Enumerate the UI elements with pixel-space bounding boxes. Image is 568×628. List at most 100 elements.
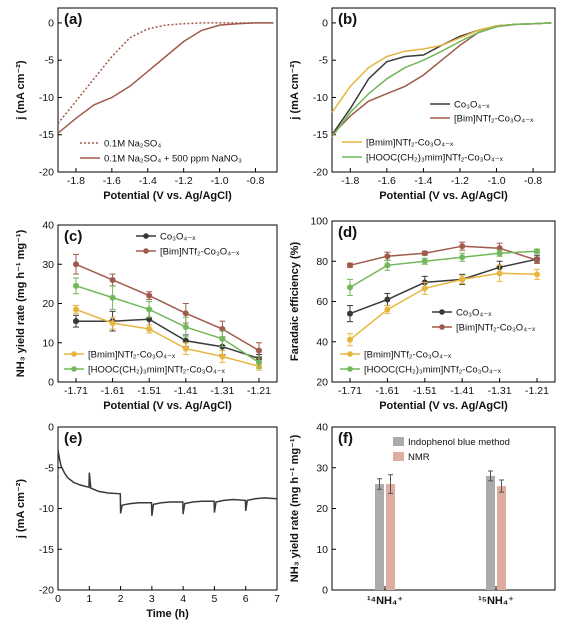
bar [497,486,506,590]
x-tick-label: 1 [86,593,92,605]
panel-label: (d) [338,224,357,241]
y-tick-label: -10 [313,92,328,104]
x-tick-label: -1.6 [378,175,396,187]
plot-frame [331,426,556,591]
x-tick-label: -1.4 [414,175,432,187]
y-tick-label: -20 [39,167,54,179]
y-tick-label: -5 [45,462,54,474]
y-tick-label: 0 [48,422,54,434]
x-tick-label: -1.4 [139,175,157,187]
x-axis-title: Potential (V vs. Ag/AgCl) [103,190,232,202]
x-tick-label: -1.61 [101,385,125,397]
x-tick-label: -1.41 [450,385,474,397]
data-point [219,335,226,342]
y-axis-title: Faradaic efficiency (%) [289,242,301,362]
data-point [73,261,79,268]
panel-label: (f) [338,430,353,447]
panel-label: (c) [64,228,82,245]
legend-label: [HOOC(CH₂)₃mim]NTf₂-Co₃O₄₋ₓ [364,365,502,376]
data-point [146,292,153,299]
data-point [219,353,226,360]
data-point [421,285,428,292]
bar [375,484,384,590]
legend-label: [HOOC(CH₂)₃mim]NTf₂-Co₃O₄₋ₓ [366,153,504,164]
data-point [459,243,466,250]
legend-label: [Bim]NTf₂-Co₃O₄₋ₓ [160,247,240,258]
data-point [109,320,116,327]
legend-label: Co₃O₄₋ₓ [160,232,196,243]
x-tick-label: -1.51 [137,385,161,397]
y-tick-label: 10 [42,337,54,349]
data-point [347,336,353,343]
panel-a: (a) -20 -15 -10 -5 0 -1.8 -1.6 -1.4 -1.2 -1.0 -0.8 P… [15,7,278,202]
legend-marker [439,324,445,330]
data-point [384,262,391,269]
data-point [496,250,503,257]
legend-marker [439,309,445,315]
series-line [57,449,278,516]
data-point [73,282,79,289]
legend-marker [71,351,77,357]
legend-label: [Bim]NTf₂-Co₃O₄₋ₓ [456,323,536,334]
panel-c: (c) 0 10 20 30 40 -1.71 -1.61 -1.51 -1.41 -1.31 -1.… [15,220,278,412]
x-tick-label: -1.2 [451,175,469,187]
legend-label: Co₃O₄₋ₓ [454,100,490,111]
y-tick-label: 30 [42,259,54,271]
data-point [256,347,262,354]
data-point [73,306,79,313]
y-tick-label: -15 [39,544,54,556]
y-tick-label: 0 [322,585,328,597]
bar [486,475,495,590]
x-tick-label: -1.8 [67,175,85,187]
series-line [75,308,260,368]
y-tick-label: -15 [313,129,328,141]
y-tick-label: 10 [316,544,328,556]
plot-frame [57,426,278,591]
x-tick-label: -0.8 [246,175,264,187]
legend-marker [347,351,353,357]
data-point [459,276,466,283]
data-point [421,250,428,257]
data-point [146,326,153,333]
legend-marker [347,366,353,372]
series-line [75,285,260,364]
y-tick-label: 20 [316,377,328,389]
x-tick-label: ¹⁴NH₄⁺ [367,595,403,607]
x-tick-label: 5 [212,593,218,605]
legend-label: [Bim]NTf₂-Co₃O₄₋ₓ [454,114,534,125]
x-tick-label: 7 [274,593,280,605]
data-point [347,284,353,291]
x-tick-label: -1.21 [247,385,271,397]
y-tick-label: 0 [322,17,328,29]
data-point [182,310,189,317]
y-tick-label: 100 [310,216,328,228]
series-line [331,22,552,138]
x-tick-label: -1.8 [341,175,359,187]
legend-label: [HOOC(CH₂)₃mim]NTf₂-Co₃O₄₋ₓ [88,365,226,376]
legend-label: [Bmim]NTf₂-Co₃O₄₋ₓ [364,350,452,361]
data-point [534,248,540,255]
legend-label: 0.1M Na₂SO₄ + 500 ppm NaNO₃ [104,154,242,165]
y-axis-title: j (mA cm⁻²) [15,479,27,540]
x-tick-label: -1.31 [210,385,234,397]
data-point [496,245,503,252]
y-axis-title: j (mA cm⁻²) [289,60,301,121]
y-tick-label: 60 [316,296,328,308]
panel-label: (a) [64,11,82,28]
data-point [182,324,189,331]
series-line [331,22,552,113]
x-tick-label: 0 [55,593,61,605]
legend-swatch [393,452,404,461]
data-point [73,318,79,325]
x-tick-label: 3 [149,593,155,605]
plot-frame [331,7,556,173]
bar [386,484,395,590]
y-tick-label: -10 [39,503,54,515]
data-point [459,254,466,261]
legend-marker [71,366,77,372]
y-tick-label: 20 [42,298,54,310]
legend-label: Indophenol blue method [408,437,510,448]
x-tick-label: -1.71 [64,385,88,397]
data-point [421,258,428,265]
